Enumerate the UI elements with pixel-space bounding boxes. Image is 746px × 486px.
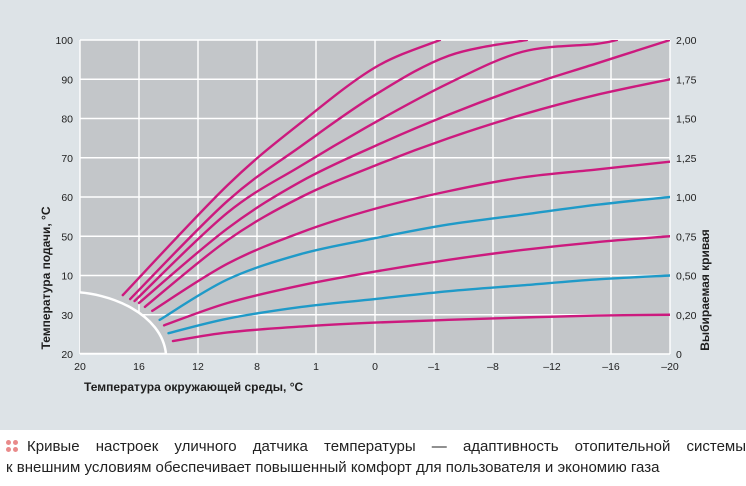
y2-tick-label: 1,75 [676,74,697,86]
curve-7 [158,195,670,322]
x-axis-ticks: 20 16 12 8 1 0 –1 –8 –12 –16 –20 [74,361,679,373]
x-axis-title: Температура окружающей среды, °С [84,380,304,394]
x-tick-label: –20 [661,361,679,373]
x-tick-label: –12 [543,361,561,373]
base-region [80,291,168,354]
y2-tick-label: 2,00 [676,35,697,47]
y-tick-label: 80 [61,114,73,126]
x-tick-label: 0 [372,361,378,373]
x-tick-label: 8 [254,361,260,373]
y-tick-label: 30 [61,310,73,322]
curve-10 [171,313,670,343]
y2-tick-label: 0,20 [676,310,697,322]
y2-axis-title: Выбираемая кривая [698,229,712,351]
curve-5 [143,78,670,309]
curve-1 [121,40,442,297]
curve-6 [151,160,670,313]
y2-tick-label: 1,25 [676,153,697,165]
curve-4 [137,40,670,305]
y-axis-ticks: 100 90 80 70 60 50 10 30 20 [55,35,73,361]
x-tick-label: 16 [133,361,145,373]
x-tick-label: 1 [313,361,319,373]
y2-tick-label: 1,50 [676,114,697,126]
x-tick-label: –8 [487,361,499,373]
caption-text-1: Кривые настроек уличного датчика темпера… [27,438,746,455]
y-tick-label: 50 [61,231,73,243]
x-tick-label: –16 [602,361,620,373]
y-tick-label: 90 [61,74,73,86]
curve-2 [128,40,529,301]
y-tick-label: 10 [61,271,73,283]
x-tick-label: –1 [428,361,440,373]
y2-tick-label: 0 [676,349,682,361]
x-tick-label: 20 [74,361,86,373]
y-tick-label: 20 [61,349,73,361]
curve-3 [133,40,619,303]
y2-tick-label: 1,00 [676,192,697,204]
figure-caption: Кривые настроек уличного датчика темпера… [6,436,746,478]
y-tick-label: 70 [61,153,73,165]
y2-tick-label: 0,75 [676,231,697,243]
curve-8 [162,235,670,327]
y2-tick-label: 0,50 [676,271,697,283]
base-shape [80,291,168,354]
y2-axis-ticks: 2,00 1,75 1,50 1,25 1,00 0,75 0,50 0,20 0 [676,35,697,361]
x-tick-label: 12 [192,361,204,373]
chart-figure: 100 90 80 70 60 50 10 30 20 2,00 1,75 1,50 1,25 1,00… [0,0,746,430]
caption-line-1: Кривые настроек уличного датчика темпера… [6,436,746,457]
y-tick-label: 60 [61,192,73,204]
curves [121,40,670,343]
y-axis-title: Температура подачи, °С [39,206,53,349]
curve-9 [167,274,670,335]
bullet-icon [6,440,18,452]
caption-line-2: к внешним условиям обеспечивает повышенн… [6,459,660,476]
y-tick-label: 100 [55,35,73,47]
